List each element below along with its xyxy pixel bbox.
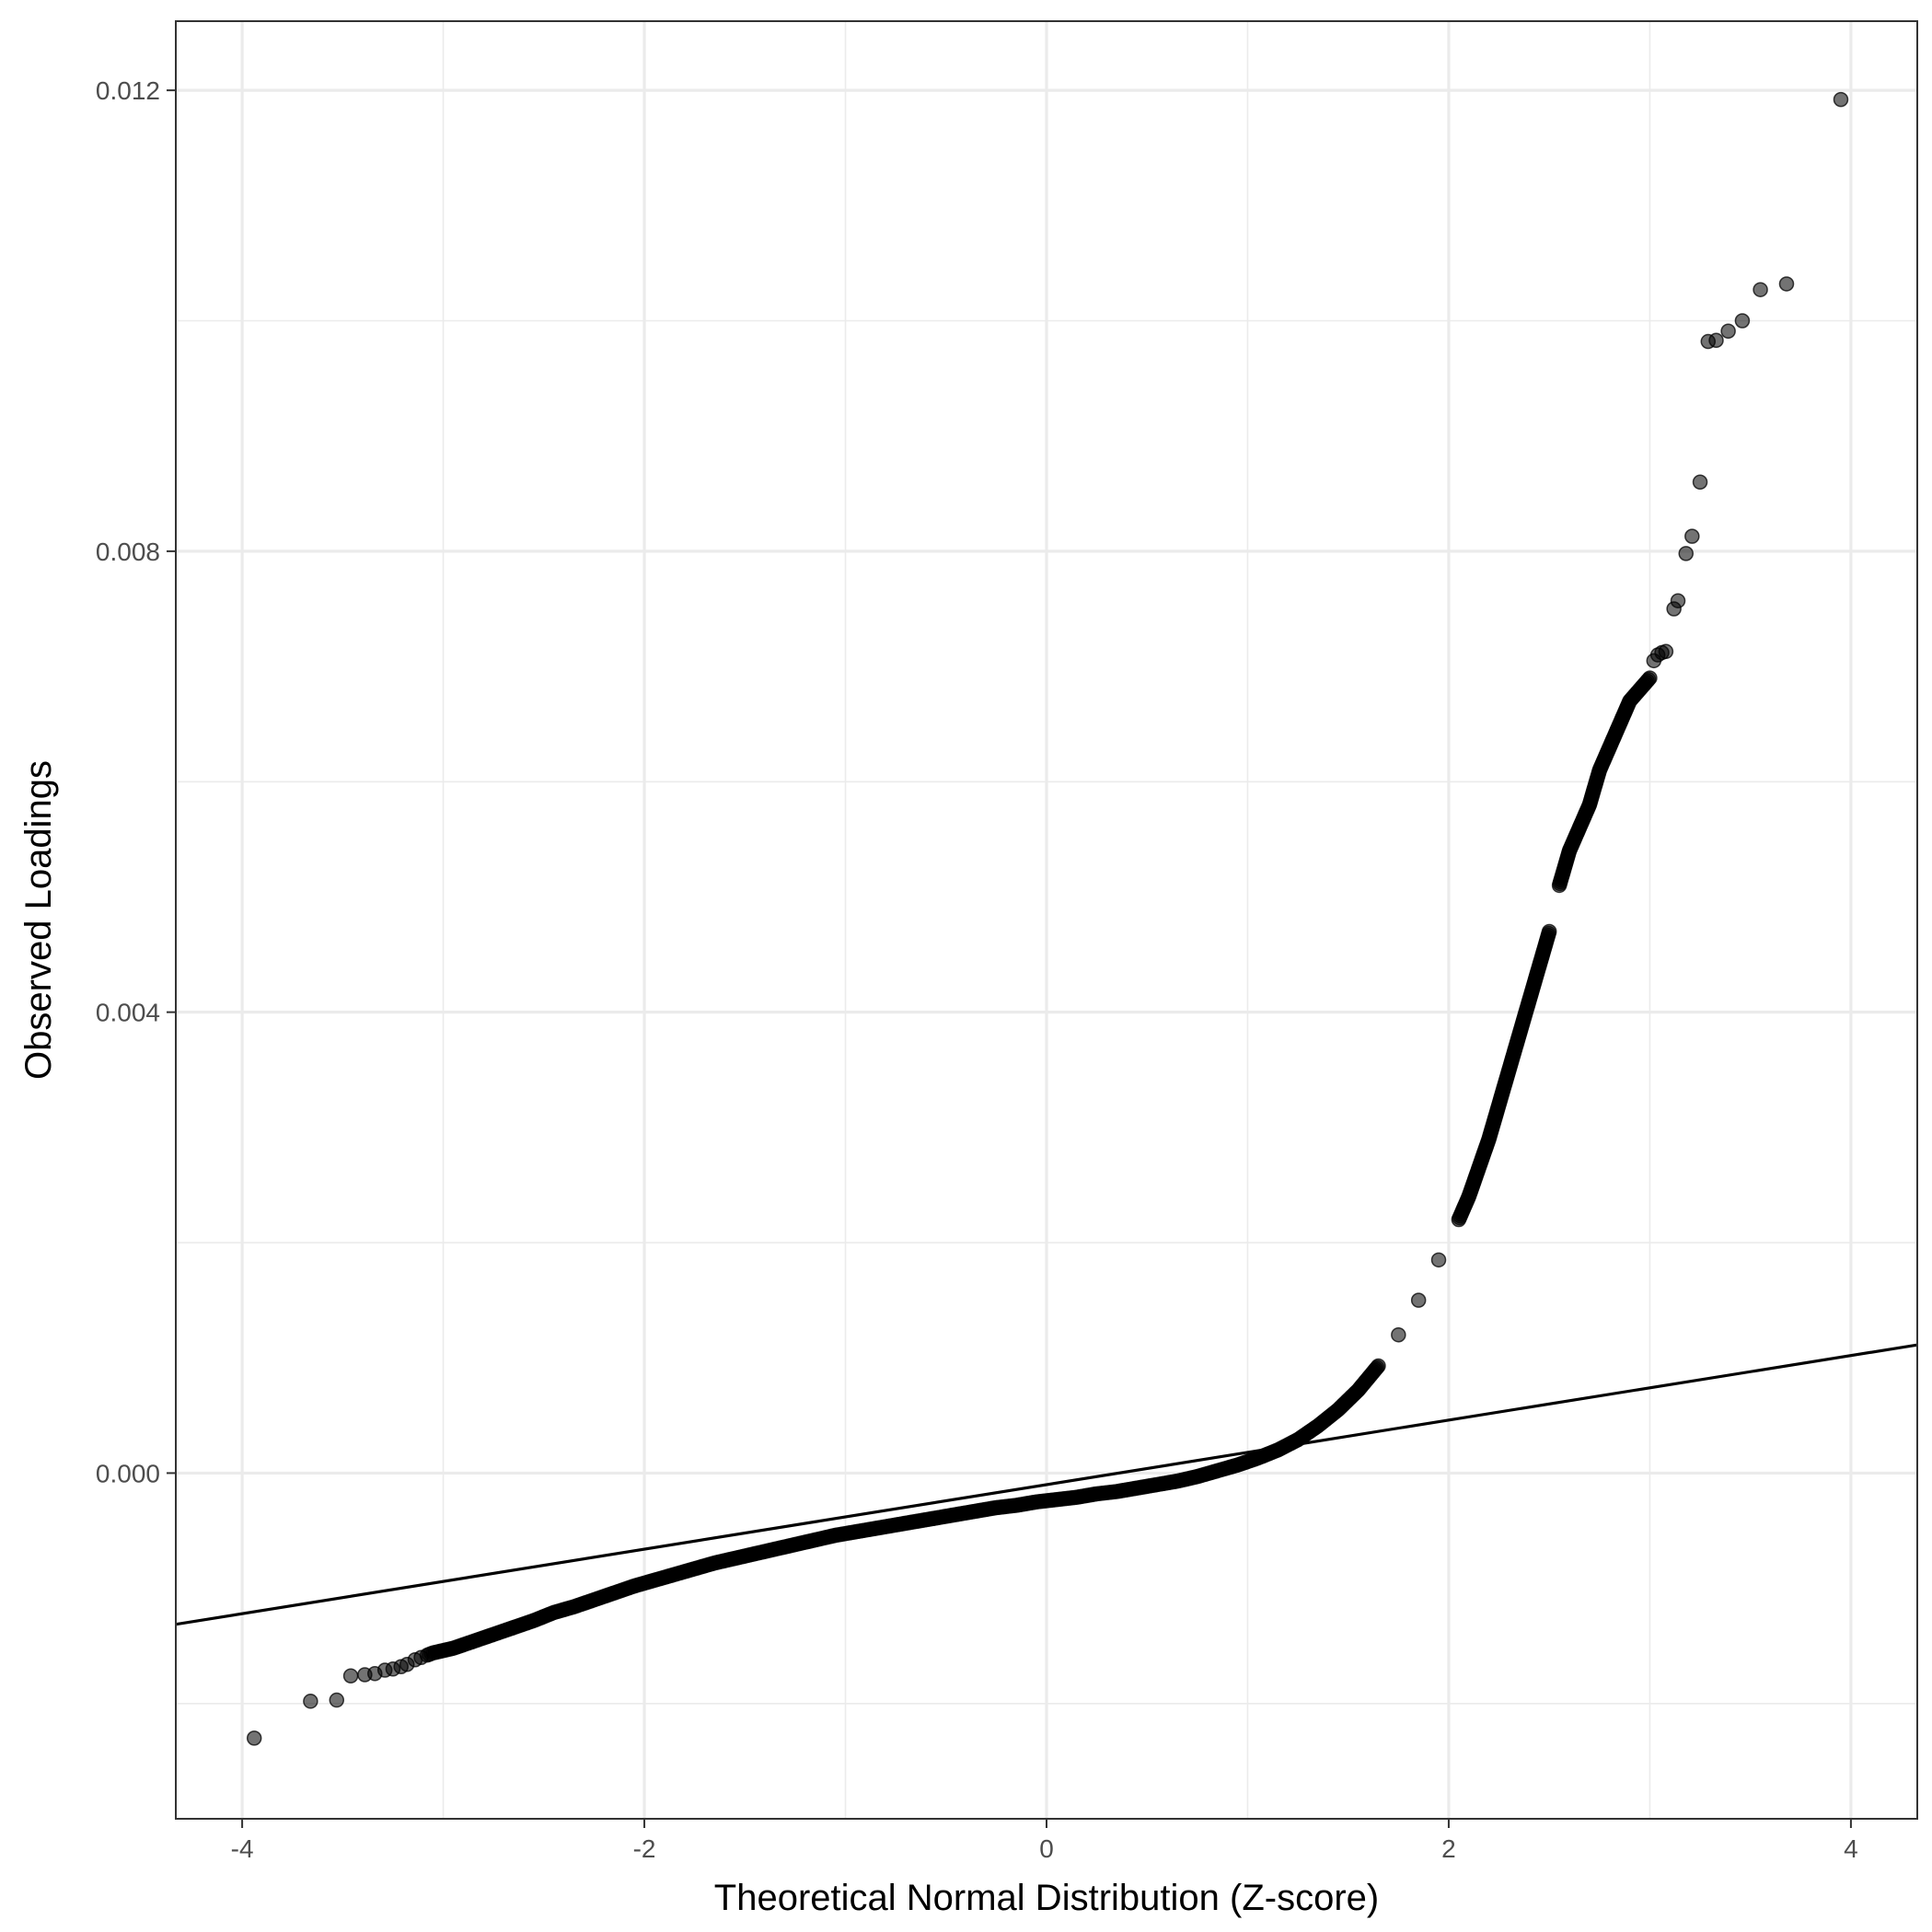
data-point <box>1753 282 1768 297</box>
data-point <box>329 1692 345 1708</box>
data-point <box>1708 332 1724 349</box>
y-tick-label: 0.012 <box>96 76 160 105</box>
data-point <box>303 1694 318 1709</box>
data-points <box>246 91 1849 1746</box>
data-point <box>1720 323 1736 340</box>
data-point <box>1678 546 1695 561</box>
y-tick-label: 0.008 <box>96 538 160 566</box>
data-point <box>1430 1252 1447 1268</box>
y-tick-label: 0.000 <box>96 1459 160 1487</box>
data-point <box>1371 1358 1386 1374</box>
major-gridlines <box>176 21 1917 1819</box>
x-tick-label: 4 <box>1844 1834 1858 1863</box>
data-point <box>1642 670 1658 686</box>
reference-line <box>176 1343 1917 1626</box>
data-point <box>342 1668 359 1684</box>
data-point <box>1684 528 1700 544</box>
data-point <box>246 1730 262 1746</box>
x-tick-label: 2 <box>1441 1834 1456 1863</box>
x-tick-label: -4 <box>231 1834 254 1863</box>
data-point <box>1541 923 1557 940</box>
data-point <box>1410 1292 1427 1308</box>
x-tick-label: 0 <box>1039 1834 1054 1863</box>
y-tick-label: 0.004 <box>96 999 160 1027</box>
x-tick-label: -2 <box>633 1834 656 1863</box>
y-axis: 0.000 0.004 0.008 0.012 <box>96 76 176 1487</box>
data-point <box>1670 593 1686 608</box>
data-point <box>1692 474 1708 491</box>
data-point <box>1391 1326 1406 1343</box>
data-point <box>1658 643 1674 660</box>
y-axis-title: Observed Loadings <box>18 760 59 1080</box>
data-point <box>1833 91 1849 108</box>
x-axis-title: Theoretical Normal Distribution (Z-score… <box>714 1878 1379 1918</box>
x-axis: -4 -2 0 2 4 <box>231 1819 1858 1863</box>
data-point <box>1734 313 1751 329</box>
data-point <box>1778 276 1795 292</box>
